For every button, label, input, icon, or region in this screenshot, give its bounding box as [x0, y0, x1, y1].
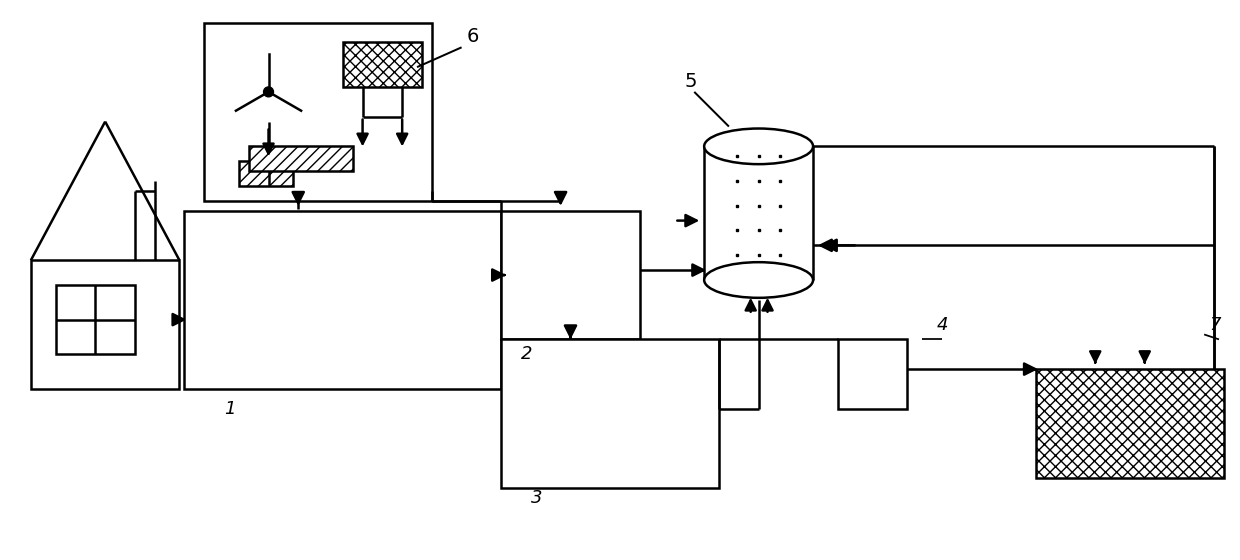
Bar — [56, 285, 135, 354]
Text: 2: 2 — [521, 345, 532, 363]
Text: 4: 4 — [937, 315, 949, 334]
Bar — [501, 339, 719, 488]
Bar — [342, 43, 422, 87]
Text: 3: 3 — [531, 489, 542, 507]
Text: 5: 5 — [684, 72, 697, 91]
Circle shape — [264, 87, 274, 97]
Ellipse shape — [704, 128, 813, 164]
Text: 6: 6 — [466, 27, 479, 46]
Bar — [239, 161, 294, 186]
Bar — [31, 260, 180, 389]
Bar — [185, 211, 501, 389]
Ellipse shape — [704, 262, 813, 298]
Bar — [838, 339, 908, 409]
Bar — [501, 211, 640, 339]
Text: 1: 1 — [224, 400, 236, 418]
Bar — [249, 146, 352, 171]
Bar — [704, 146, 813, 280]
Text: 7: 7 — [1209, 315, 1220, 334]
Bar — [205, 22, 432, 201]
Bar — [1035, 369, 1224, 478]
